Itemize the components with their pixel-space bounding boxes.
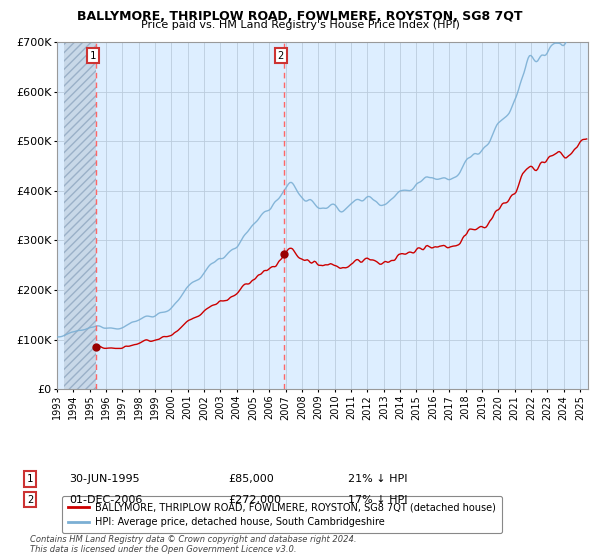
Text: 01-DEC-2006: 01-DEC-2006	[69, 494, 142, 505]
Legend: BALLYMORE, THRIPLOW ROAD, FOWLMERE, ROYSTON, SG8 7QT (detached house), HPI: Aver: BALLYMORE, THRIPLOW ROAD, FOWLMERE, ROYS…	[62, 497, 502, 533]
Text: 30-JUN-1995: 30-JUN-1995	[69, 474, 140, 484]
Text: 2: 2	[278, 51, 284, 61]
Text: Price paid vs. HM Land Registry's House Price Index (HPI): Price paid vs. HM Land Registry's House …	[140, 20, 460, 30]
Text: £85,000: £85,000	[228, 474, 274, 484]
Text: 1: 1	[27, 474, 33, 484]
Bar	[64, 42, 97, 389]
Text: BALLYMORE, THRIPLOW ROAD, FOWLMERE, ROYSTON, SG8 7QT: BALLYMORE, THRIPLOW ROAD, FOWLMERE, ROYS…	[77, 10, 523, 23]
Text: 21% ↓ HPI: 21% ↓ HPI	[348, 474, 407, 484]
Text: £272,000: £272,000	[228, 494, 281, 505]
Text: 1: 1	[90, 51, 96, 61]
Text: 2: 2	[27, 494, 33, 505]
Text: Contains HM Land Registry data © Crown copyright and database right 2024.
This d: Contains HM Land Registry data © Crown c…	[30, 535, 356, 554]
Text: 17% ↓ HPI: 17% ↓ HPI	[348, 494, 407, 505]
